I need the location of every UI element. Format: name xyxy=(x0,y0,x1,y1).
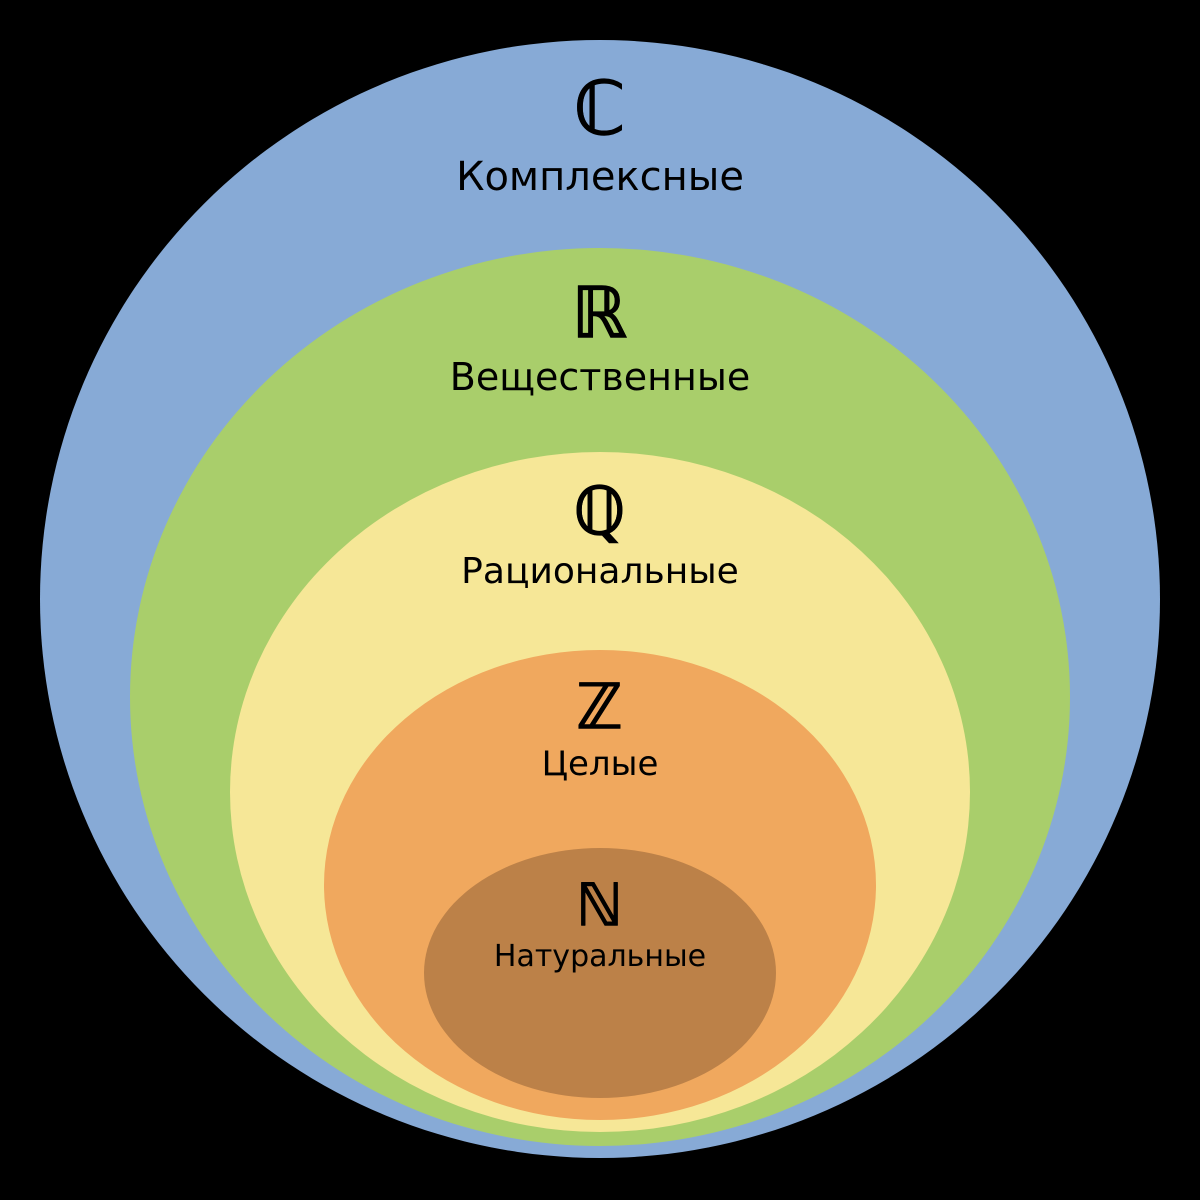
set-real-name: Вещественные xyxy=(450,358,751,398)
set-natural-name: Натуральные xyxy=(494,941,706,973)
set-complex-symbol: ℂ xyxy=(456,72,744,150)
set-rational-label: ℚ Рациональные xyxy=(461,478,739,591)
set-integer-name: Целые xyxy=(542,747,659,783)
set-real-label: ℝ Вещественные xyxy=(450,278,751,397)
set-natural-symbol: ℕ xyxy=(494,876,706,937)
set-natural-label: ℕ Натуральные xyxy=(494,876,706,972)
set-rational-symbol: ℚ xyxy=(461,478,739,547)
set-real-symbol: ℝ xyxy=(450,278,751,352)
set-integer-symbol: ℤ xyxy=(542,676,659,741)
set-integer-label: ℤ Целые xyxy=(542,676,659,783)
number-sets-diagram: ℂ Комплексные ℝ Вещественные ℚ Рациональ… xyxy=(0,0,1200,1200)
set-rational-name: Рациональные xyxy=(461,553,739,591)
set-complex-name: Комплексные xyxy=(456,156,744,198)
set-complex-label: ℂ Комплексные xyxy=(456,72,744,198)
